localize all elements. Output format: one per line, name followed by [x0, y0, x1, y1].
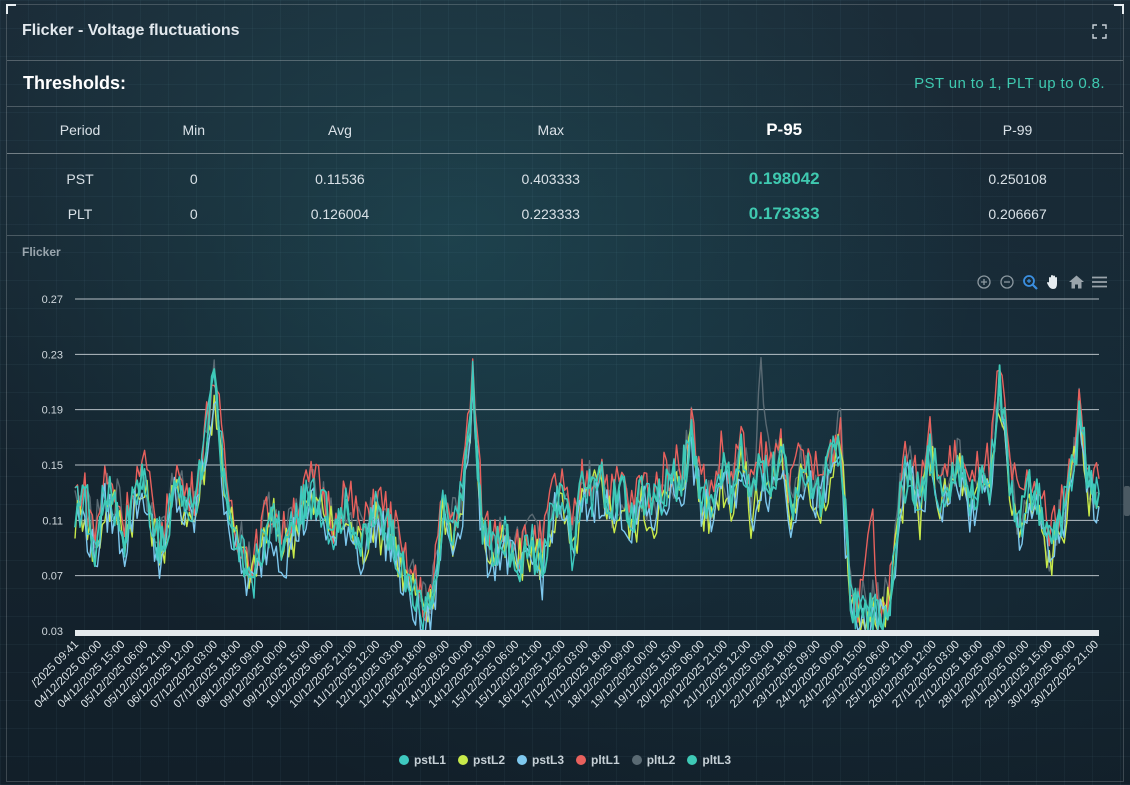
chart-toolbar: [975, 273, 1109, 291]
legend-item-pstl3[interactable]: pstL3: [517, 753, 564, 767]
col-max: Max: [445, 107, 657, 154]
y-tick-label: 0.19: [42, 405, 63, 417]
x-axis-line: [75, 630, 1099, 636]
legend-label-pltl3: pltL3: [702, 753, 732, 767]
legend-item-pltl2[interactable]: pltL2: [631, 753, 676, 767]
zoom-out-icon[interactable]: [998, 273, 1017, 291]
corner-top-right: [1114, 4, 1124, 14]
table-row: PST 0 0.11536 0.403333 0.198042 0.250108: [7, 153, 1123, 197]
cell-period: PLT: [67, 206, 93, 222]
flicker-panel: Flicker - Voltage fluctuations Threshold…: [6, 4, 1124, 782]
legend-item-pstl1[interactable]: pstL1: [398, 753, 446, 767]
stats-table: Period Min Avg Max P-95 P-99 PST 0 0.115…: [7, 107, 1123, 235]
cell-max: 0.223333: [521, 206, 580, 222]
legend-item-pltl1[interactable]: pltL1: [576, 753, 620, 767]
chart-grid: [75, 298, 1099, 577]
cell-max: 0.403333: [521, 171, 580, 188]
legend-label-pstl3: pstL3: [532, 753, 565, 767]
home-reset-icon[interactable]: [1067, 273, 1086, 291]
zoom-in-icon[interactable]: [975, 273, 994, 291]
thresholds-label: Thresholds:: [23, 73, 127, 93]
cell-p95: 0.198042: [748, 169, 820, 189]
y-tick-label: 0.15: [42, 460, 63, 472]
cell-period: PST: [66, 171, 94, 188]
panel-title: Flicker - Voltage fluctuations: [22, 22, 240, 39]
cell-p95: 0.173333: [748, 204, 820, 223]
y-axis: 0.27 0.23 0.19 0.15 0.11 0.07 0.03: [42, 294, 63, 638]
legend-item-pltl3[interactable]: pltL3: [687, 753, 731, 767]
col-period: Period: [7, 107, 154, 154]
y-tick-label: 0.23: [42, 349, 63, 361]
table-row: PLT 0 0.126004 0.223333 0.173333 0.20666…: [7, 197, 1123, 235]
y-tick-label: 0.27: [42, 294, 63, 306]
legend-dot-pltl1: [576, 755, 587, 765]
col-p99: P-99: [912, 107, 1123, 154]
legend-dot-pstl2: [457, 755, 468, 765]
cell-avg: 0.11536: [315, 171, 365, 188]
expand-icon[interactable]: [1092, 24, 1107, 39]
y-tick-label: 0.03: [42, 626, 63, 638]
cell-min: 0: [189, 171, 198, 188]
legend-label-pltl1: pltL1: [591, 753, 620, 767]
table-divider: [7, 235, 1123, 236]
series-layer: [74, 356, 1100, 632]
col-p95: P-95: [656, 107, 913, 154]
col-avg: Avg: [234, 107, 446, 154]
pan-hand-icon[interactable]: [1044, 273, 1063, 291]
legend-label-pstl1: pstL1: [413, 753, 446, 767]
y-tick-label: 0.11: [42, 515, 63, 527]
zoom-select-icon[interactable]: [1021, 273, 1040, 291]
cell-avg: 0.126004: [310, 206, 370, 222]
cell-p99: 0.250108: [988, 171, 1047, 188]
corner-top-left: [6, 4, 16, 14]
thresholds-row: Thresholds: PST un to 1, PLT up to 0.8.: [7, 61, 1123, 107]
legend-item-pstl2[interactable]: pstL2: [457, 753, 505, 767]
chart-legend: pstL1 pstL2 pstL3 pltL1 pltL2 pltL3: [7, 753, 1123, 767]
panel-header: Flicker - Voltage fluctuations: [7, 5, 1123, 61]
legend-dot-pltl3: [687, 755, 698, 765]
y-tick-label: 0.07: [42, 571, 63, 583]
legend-dot-pstl1: [398, 755, 409, 765]
cell-p99: 0.206667: [988, 206, 1047, 222]
stats-header-row: Period Min Avg Max P-95 P-99: [7, 107, 1123, 154]
flicker-line-chart: 0.27 0.23 0.19 0.15 0.11 0.07 0.03 /2025 09:41…: [30, 294, 1101, 710]
series-line-pltl1[interactable]: [74, 358, 1100, 628]
legend-dot-pstl3: [517, 755, 527, 765]
thresholds-note: PST un to 1, PLT up to 0.8.: [914, 75, 1105, 92]
scrollbar-thumb[interactable]: [1124, 486, 1130, 516]
legend-dot-pltl2: [631, 755, 642, 765]
legend-label-pstl2: pstL2: [472, 753, 505, 767]
series-line-pltl3[interactable]: [74, 364, 1100, 632]
chart-title: Flicker: [22, 245, 61, 259]
col-min: Min: [153, 107, 235, 154]
menu-icon[interactable]: [1090, 273, 1109, 291]
legend-label-pltl2: pltL2: [646, 753, 676, 767]
cell-min: 0: [189, 206, 198, 222]
